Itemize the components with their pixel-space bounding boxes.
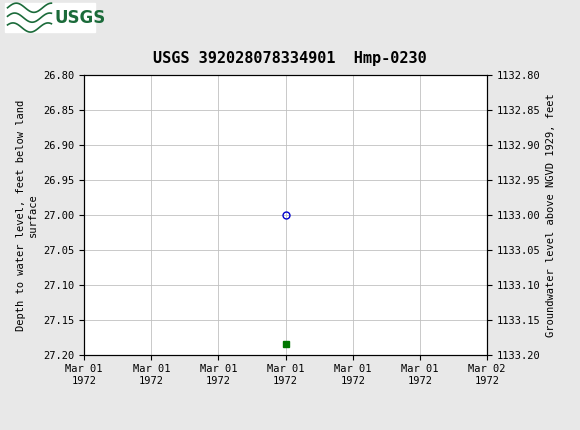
Bar [5, 3, 95, 32]
Y-axis label: Depth to water level, feet below land
surface: Depth to water level, feet below land su… [16, 99, 38, 331]
Text: USGS 392028078334901  Hmp-0230: USGS 392028078334901 Hmp-0230 [153, 51, 427, 66]
Text: USGS: USGS [55, 9, 106, 27]
Y-axis label: Groundwater level above NGVD 1929, feet: Groundwater level above NGVD 1929, feet [546, 93, 556, 337]
